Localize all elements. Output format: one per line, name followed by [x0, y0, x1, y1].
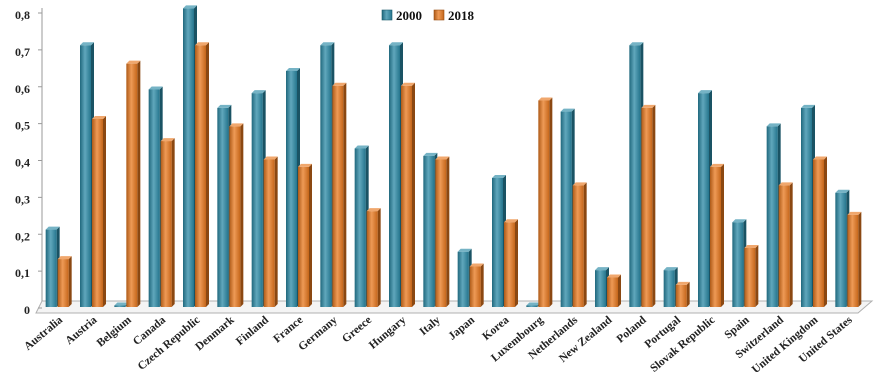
bar-2000-finland [251, 90, 266, 307]
bar-2000-italy [423, 152, 438, 307]
bar-2018-luxembourg [538, 97, 553, 307]
bar-2000-japan [457, 248, 472, 307]
x-tick-label: Hungary [367, 314, 409, 352]
bar-2018-japan [469, 263, 484, 307]
bar-2018-belgium [126, 60, 141, 307]
x-tick-label: Japan [446, 314, 477, 343]
bar-2018-hungary [401, 82, 415, 307]
bar-2000-canada [148, 86, 163, 307]
bar-2000-netherlands [560, 108, 575, 307]
bar-2018-slovak-republic [710, 163, 724, 307]
bar-2000-united-states [835, 189, 850, 307]
x-tick-label: Finland [234, 314, 272, 348]
bar-2018-germany [332, 82, 347, 307]
bar-2018-australia [57, 256, 72, 307]
bar-2000-new-zealand [595, 267, 609, 307]
bar-2000-slovak-republic [698, 90, 712, 307]
y-tick-label: 0,4 [15, 156, 30, 170]
bar-2000-poland [629, 42, 644, 307]
bars-group [45, 5, 862, 307]
bar-2018-denmark [229, 123, 244, 307]
bar-2000-australia [45, 226, 60, 307]
x-tick-label: Belgium [95, 314, 134, 350]
bar-2000-portugal [663, 267, 678, 307]
bar-2000-korea [492, 174, 506, 307]
bar-2018-canada [160, 138, 175, 307]
y-tick-label: 0,6 [15, 82, 30, 96]
y-tick-label: 0,2 [15, 229, 30, 243]
y-tick-label: 0,7 [15, 45, 30, 59]
legend-label: 2000 [396, 8, 422, 23]
y-tick-label: 0 [24, 303, 30, 317]
bar-2018-france [298, 163, 312, 307]
bar-2018-united-states [847, 211, 862, 307]
bar-2018-united-kingdom [813, 156, 827, 307]
y-tick-label: 0,5 [15, 119, 30, 133]
bar-2000-spain [732, 219, 747, 307]
bar-2000-denmark [217, 104, 232, 307]
legend-swatch [433, 9, 445, 21]
x-tick-label: Denmark [193, 314, 237, 354]
x-tick-label: Spain [722, 314, 752, 342]
bar-2018-switzerland [778, 182, 793, 307]
legend-item-2018: 2018 [433, 8, 475, 23]
bar-2018-new-zealand [607, 274, 621, 307]
y-axis: 0 0,1 0,2 0,3 0,4 0,5 0,6 0,7 0,8 [15, 8, 42, 317]
legend: 2000 2018 [381, 8, 475, 23]
bar-2018-korea [504, 219, 518, 307]
x-tick-label: Korea [480, 314, 511, 343]
y-tick-label: 0,3 [15, 192, 30, 206]
floor-plane [35, 300, 874, 314]
bar-2018-netherlands [572, 182, 587, 307]
x-tick-label: Germany [296, 314, 340, 353]
x-tick-label: Czech Republic [136, 314, 203, 373]
y-tick-label: 0,1 [15, 266, 30, 280]
chart-floor [35, 8, 874, 314]
bar-2000-germany [320, 42, 335, 307]
bar-2018-portugal [675, 281, 690, 307]
bar-2000-hungary [389, 42, 403, 307]
legend-swatch [381, 9, 393, 21]
bar-2018-austria [92, 115, 106, 307]
bar-2018-spain [744, 245, 759, 307]
x-tick-label: Austria [63, 314, 99, 347]
bar-2000-france [286, 68, 300, 307]
y-tick-label: 0,8 [15, 8, 30, 22]
bar-2000-switzerland [766, 123, 781, 307]
legend-label: 2018 [448, 8, 475, 23]
bar-2018-italy [435, 156, 450, 307]
bar-2018-czech-republic [195, 42, 209, 307]
bar-2000-greece [354, 145, 369, 307]
bar-2018-greece [366, 208, 381, 307]
bar-2018-finland [263, 156, 278, 307]
legend-item-2000: 2000 [381, 8, 422, 23]
bar-2018-poland [641, 104, 656, 307]
x-tick-label: Italy [417, 314, 443, 338]
bar-2000-united-kingdom [801, 104, 815, 307]
x-tick-label: Australia [22, 314, 65, 353]
bar-2000-czech-republic [183, 5, 197, 307]
bar-2000-austria [80, 42, 94, 307]
